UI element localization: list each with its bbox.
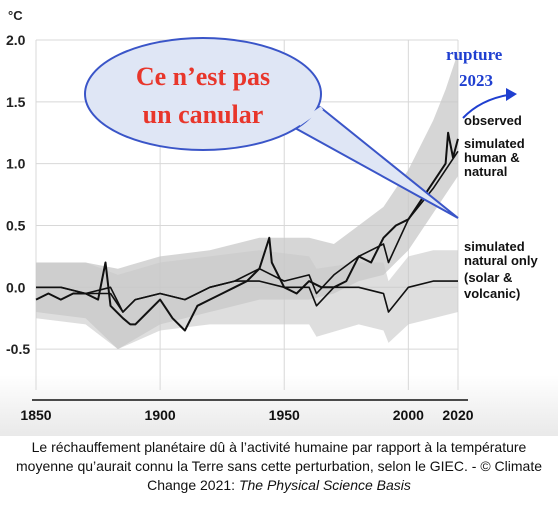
- line-layer: [35, 131, 459, 332]
- figure-caption: Le réchauffement planétaire dû à l’activ…: [6, 438, 552, 495]
- series-line-1: [36, 150, 459, 313]
- callout-line-1: Ce n’est pas: [136, 62, 270, 91]
- x-tick-label-1: 1900: [145, 407, 176, 423]
- legend: observed simulated human & natural simul…: [464, 113, 538, 301]
- rupture-annotation: rupture 2023: [446, 45, 517, 119]
- series-line-2: [36, 280, 458, 313]
- y-tick-label-2: 1.0: [6, 156, 26, 172]
- legend-natural-2: natural only: [464, 253, 538, 268]
- y-tick-label-4: 0.0: [6, 279, 26, 295]
- series-line-0: [35, 131, 459, 332]
- chart-figure: 2.0 1.5 1.0 0.5 0.0 -0.5 1850 1900 1950 2000 2020 …: [0, 0, 558, 436]
- legend-human-2: human &: [464, 150, 520, 165]
- y-tick-label-3: 0.5: [6, 217, 26, 233]
- caption-text: Le réchauffement planétaire dû à l’activ…: [16, 439, 542, 493]
- legend-natural-1: simulated: [464, 239, 525, 254]
- rupture-arrowhead: [506, 88, 517, 101]
- x-tick-label-0: 1850: [20, 407, 51, 423]
- rupture-line-2: 2023: [459, 71, 493, 90]
- callout-line-2: un canular: [143, 100, 264, 129]
- legend-human-3: natural: [464, 164, 507, 179]
- legend-natural-4: volcanic): [464, 286, 520, 301]
- legend-observed: observed: [464, 113, 522, 128]
- axis-layer: 2.0 1.5 1.0 0.5 0.0 -0.5 1850 1900 1950 2000 2020: [6, 32, 474, 423]
- callout-ellipse: [84, 37, 322, 151]
- x-tick-label-4: 2020: [442, 407, 473, 423]
- y-tick-label-1: 1.5: [6, 94, 26, 110]
- y-tick-label-0: 2.0: [6, 32, 26, 48]
- rupture-line-1: rupture: [446, 45, 503, 64]
- y-tick-label-5: -0.5: [6, 341, 30, 357]
- caption-source: The Physical Science Basis: [238, 477, 411, 493]
- y-unit-label: °C: [8, 8, 23, 23]
- legend-human-1: simulated: [464, 136, 525, 151]
- callout-bubble: Ce n’est pas un canular: [84, 37, 459, 219]
- x-tick-label-3: 2000: [393, 407, 424, 423]
- band-layer: [36, 52, 458, 350]
- x-tick-label-2: 1950: [269, 407, 300, 423]
- band-1: [36, 250, 458, 350]
- legend-natural-3: (solar &: [464, 270, 512, 285]
